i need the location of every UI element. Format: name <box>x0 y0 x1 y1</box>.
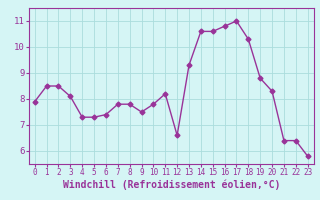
X-axis label: Windchill (Refroidissement éolien,°C): Windchill (Refroidissement éolien,°C) <box>62 180 280 190</box>
